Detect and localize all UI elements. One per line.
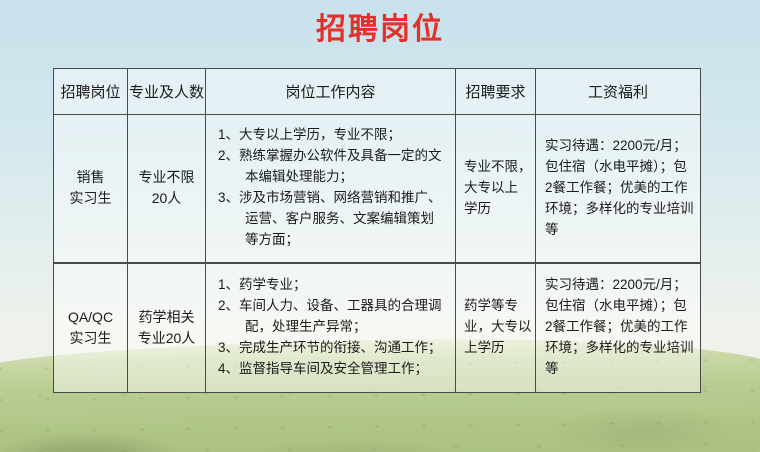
- requirements-cell: 药学等专 业，大专以 上学历: [455, 261, 536, 393]
- duty-item: 1、大专以上学历，专业不限；: [218, 127, 402, 143]
- benefits-cell: 实习待遇：2200元/月；包住宿（水电平摊）；包2餐工作餐；优美的工作环境；多样…: [535, 114, 701, 263]
- column-header-benefits: 工资福利: [535, 68, 701, 115]
- column-header-position: 招聘岗位: [53, 68, 128, 115]
- duty-item: 2、车间人力、设备、工器具的合理调配，处理生产异常；: [218, 298, 442, 335]
- position-cell: 销售 实习生: [53, 114, 128, 263]
- page-title: 招聘岗位: [316, 13, 444, 46]
- duty-item: 4、监督指导车间及安全管理工作；: [218, 361, 429, 377]
- duties-list: 1、药学专业； 2、车间人力、设备、工器具的合理调配，处理生产异常； 3、完成生产环…: [218, 275, 447, 380]
- requirements-cell: 专业不限， 大专以上 学历: [455, 114, 536, 263]
- table-row-qaqc-intern: QA/QC 实习生 药学相关 专业20人 1、药学专业； 2、车间人力、设备、工器…: [53, 261, 701, 393]
- column-header-requirements: 招聘要求: [455, 68, 536, 115]
- recruitment-table: 招聘岗位 专业及人数 岗位工作内容 招聘要求 工资福利 销售 实习生 专业不限 …: [53, 68, 701, 393]
- duties-cell: 1、药学专业； 2、车间人力、设备、工器具的合理调配，处理生产异常； 3、完成生产环…: [205, 261, 456, 393]
- table-row-sales-intern: 销售 实习生 专业不限 20人 1、大专以上学历，专业不限； 2、熟练掌握办公软件…: [53, 114, 701, 263]
- benefits-cell: 实习待遇：2200元/月；包住宿（水电平摊）；包2餐工作餐；优美的工作环境；多样…: [535, 261, 701, 393]
- duty-item: 1、药学专业；: [218, 277, 307, 293]
- duties-list: 1、大专以上学历，专业不限； 2、熟练掌握办公软件及具备一定的文本编辑处理能力； 3…: [218, 125, 447, 251]
- duty-item: 2、熟练掌握办公软件及具备一定的文本编辑处理能力；: [218, 148, 442, 185]
- major-count-cell: 药学相关 专业20人: [127, 261, 206, 393]
- header-row: 招聘岗位 专业及人数 岗位工作内容 招聘要求 工资福利: [53, 68, 701, 115]
- duty-item: 3、完成生产环节的衔接、沟通工作；: [218, 340, 442, 356]
- column-header-duties: 岗位工作内容: [205, 68, 456, 115]
- duty-item: 3、涉及市场营销、网络营销和推广、运营、客户服务、文案编辑策划等方面；: [218, 190, 442, 248]
- duties-cell: 1、大专以上学历，专业不限； 2、熟练掌握办公软件及具备一定的文本编辑处理能力； 3…: [205, 114, 456, 263]
- column-header-major-count: 专业及人数: [127, 68, 206, 115]
- major-count-cell: 专业不限 20人: [127, 114, 206, 263]
- position-cell: QA/QC 实习生: [53, 261, 128, 393]
